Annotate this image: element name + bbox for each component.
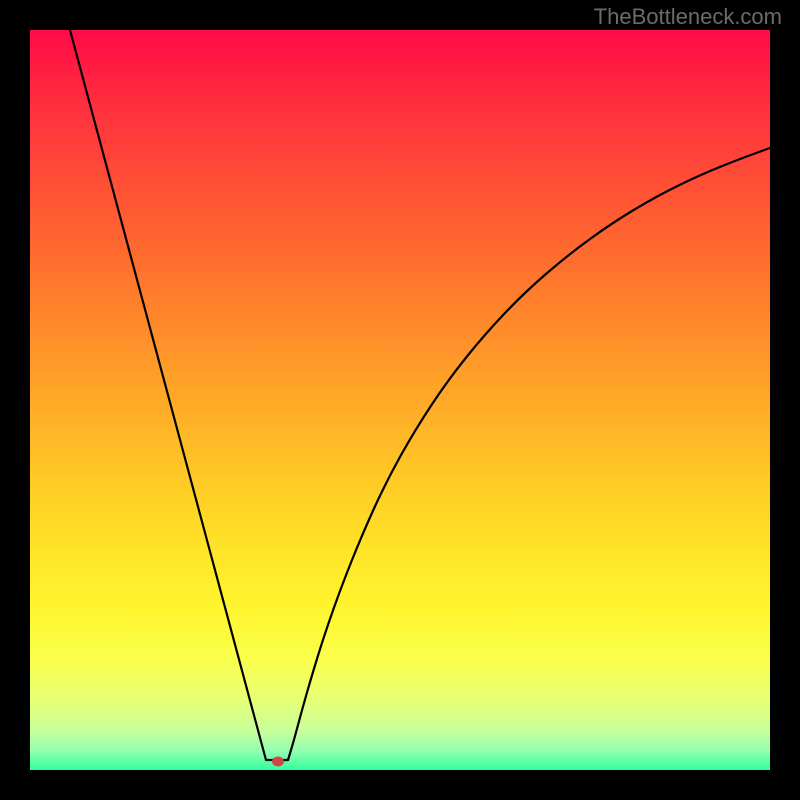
minimum-marker (272, 757, 284, 767)
plot-area (30, 30, 770, 770)
bottleneck-curve-layer (30, 30, 770, 770)
bottleneck-curve (70, 30, 770, 760)
watermark-text: TheBottleneck.com (594, 4, 782, 30)
